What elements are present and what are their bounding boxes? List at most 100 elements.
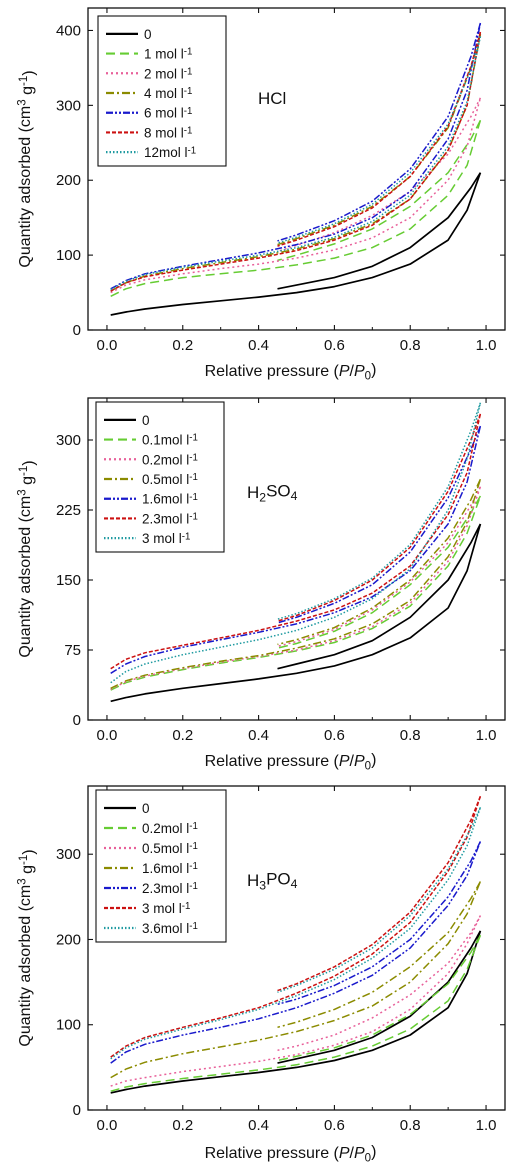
h2so4-y-tick-label: 225 [56, 502, 81, 519]
h2so4-legend-label-0: 0 [142, 413, 150, 428]
hcl-series-5-desorption-line [277, 31, 482, 247]
h3po4-legend-label-1: 0.2mol l-1 [142, 821, 198, 836]
h2so4-y-tick-label: 150 [56, 572, 81, 589]
h2so4-series-6-adsorption-line [110, 402, 482, 684]
hcl-y-tick-label: 100 [56, 247, 81, 264]
h3po4-series-6-desorption-line [277, 806, 482, 994]
h2so4-series-5-desorption-line [277, 413, 482, 622]
h3po4-series-3-desorption-line [277, 881, 482, 1029]
h3po4-series-1-adsorption-line [110, 934, 482, 1092]
h3po4-series-4-adsorption-line [110, 841, 482, 1064]
h3po4-series-5-desorption-line [277, 795, 482, 992]
hcl-x-tick-label: 0.2 [172, 337, 193, 354]
h3po4-series-5-adsorption-line [110, 795, 482, 1058]
h2so4-legend-label-1: 0.1mol l-1 [142, 433, 198, 448]
h2so4-series-0-desorption-line [277, 523, 482, 670]
h3po4-y-axis-title: Quantity adsorbed (cm3 g-1) [16, 849, 37, 1046]
h3po4-x-tick-label: 1.0 [476, 1117, 497, 1134]
hcl-legend-label-5: 8 mol l-1 [144, 125, 192, 140]
h3po4-legend-label-4: 2.3mol l-1 [142, 881, 198, 896]
h3po4-series-1-desorption-line [277, 934, 482, 1062]
hcl-legend-label-6: 12mol l-1 [144, 145, 196, 160]
hcl-acid-label: HCl [258, 89, 286, 108]
h2so4-y-tick-label: 300 [56, 432, 81, 449]
h2so4-x-tick-label: 0.6 [324, 727, 345, 744]
h2so4-series-1-adsorption-line [110, 495, 482, 691]
h3po4-series-6-adsorption-line [110, 807, 482, 1060]
hcl-x-tick-label: 0.6 [324, 337, 345, 354]
hcl-series-4-adsorption-line [110, 22, 482, 290]
h2so4-series-3-desorption-line [277, 478, 482, 646]
hcl-legend-label-0: 0 [144, 27, 152, 42]
h3po4-series-group [110, 795, 482, 1094]
h3po4-x-tick-label: 0.8 [400, 1117, 421, 1134]
h2so4-x-tick-label: 0.2 [172, 727, 193, 744]
h3po4-legend-label-0: 0 [142, 801, 150, 816]
h3po4-legend-box [95, 789, 227, 943]
h3po4-x-tick-label: 0.4 [248, 1117, 269, 1134]
h3po4-isotherm-panel: 0.0 0.2 0.4 0.6 0.8 1.0 0 100 200 300 Relative pre… [0, 778, 516, 1167]
h2so4-x-axis-title: Relative pressure (P/P0) [205, 752, 377, 773]
hcl-series-0-desorption-line [277, 172, 482, 290]
hcl-x-tick-label: 0.8 [400, 337, 421, 354]
h3po4-legend-label-5: 3 mol l-1 [142, 901, 190, 916]
h3po4-x-tick-label: 0.0 [97, 1117, 118, 1134]
h3po4-x-tick-label: 0.6 [324, 1117, 345, 1134]
h2so4-legend-label-2: 0.2mol l-1 [142, 452, 198, 467]
hcl-x-axis-title: Relative pressure (P/P0) [205, 362, 377, 383]
h2so4-legend-label-5: 2.3mol l-1 [142, 511, 198, 526]
h3po4-x-tick-label: 0.2 [172, 1117, 193, 1134]
h2so4-isotherm-chart: 0.0 0.2 0.4 0.6 0.8 1.0 0 75 150 225 300 Relative p… [16, 397, 506, 773]
h3po4-series-0-adsorption-line [110, 930, 482, 1094]
h3po4-legend-label-3: 1.6mol l-1 [142, 861, 198, 876]
h2so4-y-axis-title: Quantity adsorbed (cm3 g-1) [16, 460, 37, 657]
hcl-legend-label-2: 2 mol l-1 [144, 66, 192, 81]
h2so4-legend-label-4: 1.6mol l-1 [142, 492, 198, 507]
h3po4-series-0-desorption-line [277, 930, 482, 1064]
h3po4-series-4-desorption-line [277, 841, 482, 1006]
h2so4-series-0-adsorption-line [110, 523, 482, 703]
h3po4-x-axis-title: Relative pressure (P/P0) [205, 1144, 377, 1165]
hcl-x-tick-label: 0.4 [248, 337, 269, 354]
h3po4-y-tick-label: 300 [56, 846, 81, 863]
hcl-series-3-desorption-line [277, 33, 482, 246]
h3po4-series-3-adsorption-line [110, 881, 482, 1079]
hcl-series-5-adsorption-line [110, 31, 482, 292]
hcl-isotherm-panel: 0.0 0.2 0.4 0.6 0.8 1.0 0 100 200 300 400 Relative … [0, 0, 516, 390]
h3po4-legend-label-2: 0.5mol l-1 [142, 841, 198, 856]
h3po4-acid-label: H3PO4 [247, 870, 298, 893]
hcl-legend-label-3: 4 mol l-1 [144, 86, 192, 101]
h2so4-series-2-desorption-line [277, 486, 482, 648]
hcl-legend-label-1: 1 mol l-1 [144, 47, 192, 62]
h3po4-series-2-adsorption-line [110, 915, 482, 1087]
h2so4-series-group [110, 402, 482, 703]
hcl-series-1-desorption-line [277, 119, 482, 262]
hcl-series-6-desorption-line [277, 36, 482, 244]
h2so4-series-6-desorption-line [277, 402, 482, 620]
h2so4-x-tick-label: 0.4 [248, 727, 269, 744]
hcl-x-tick-label: 0.0 [97, 337, 118, 354]
hcl-series-4-desorption-line [277, 22, 482, 242]
hcl-y-axis-title: Quantity adsorbed (cm3 g-1) [16, 70, 37, 267]
h2so4-legend-label-3: 0.5mol l-1 [142, 472, 198, 487]
h3po4-y-tick-label: 100 [56, 1017, 81, 1034]
hcl-series-0-adsorption-line [110, 172, 482, 316]
h2so4-series-4-adsorption-line [110, 425, 482, 674]
hcl-isotherm-chart: 0.0 0.2 0.4 0.6 0.8 1.0 0 100 200 300 400 Relative … [16, 7, 506, 383]
h2so4-y-tick-label: 75 [64, 642, 81, 659]
h2so4-x-tick-label: 0.0 [97, 727, 118, 744]
h3po4-series-2-desorption-line [277, 915, 482, 1052]
hcl-series-2-desorption-line [277, 97, 482, 253]
h3po4-legend-label-6: 3.6mol l-1 [142, 921, 198, 936]
h2so4-acid-label: H2SO4 [247, 482, 298, 505]
h2so4-x-tick-label: 0.8 [400, 727, 421, 744]
h2so4-series-4-desorption-line [277, 425, 482, 624]
hcl-series-group [110, 22, 482, 316]
hcl-y-tick-label: 200 [56, 172, 81, 189]
h3po4-y-tick-label: 0 [73, 1102, 81, 1119]
hcl-series-1-adsorption-line [110, 120, 482, 297]
hcl-y-tick-label: 400 [56, 22, 81, 39]
h2so4-series-5-adsorption-line [110, 413, 482, 670]
h2so4-series-3-adsorption-line [110, 478, 482, 689]
hcl-series-2-adsorption-line [110, 97, 482, 294]
